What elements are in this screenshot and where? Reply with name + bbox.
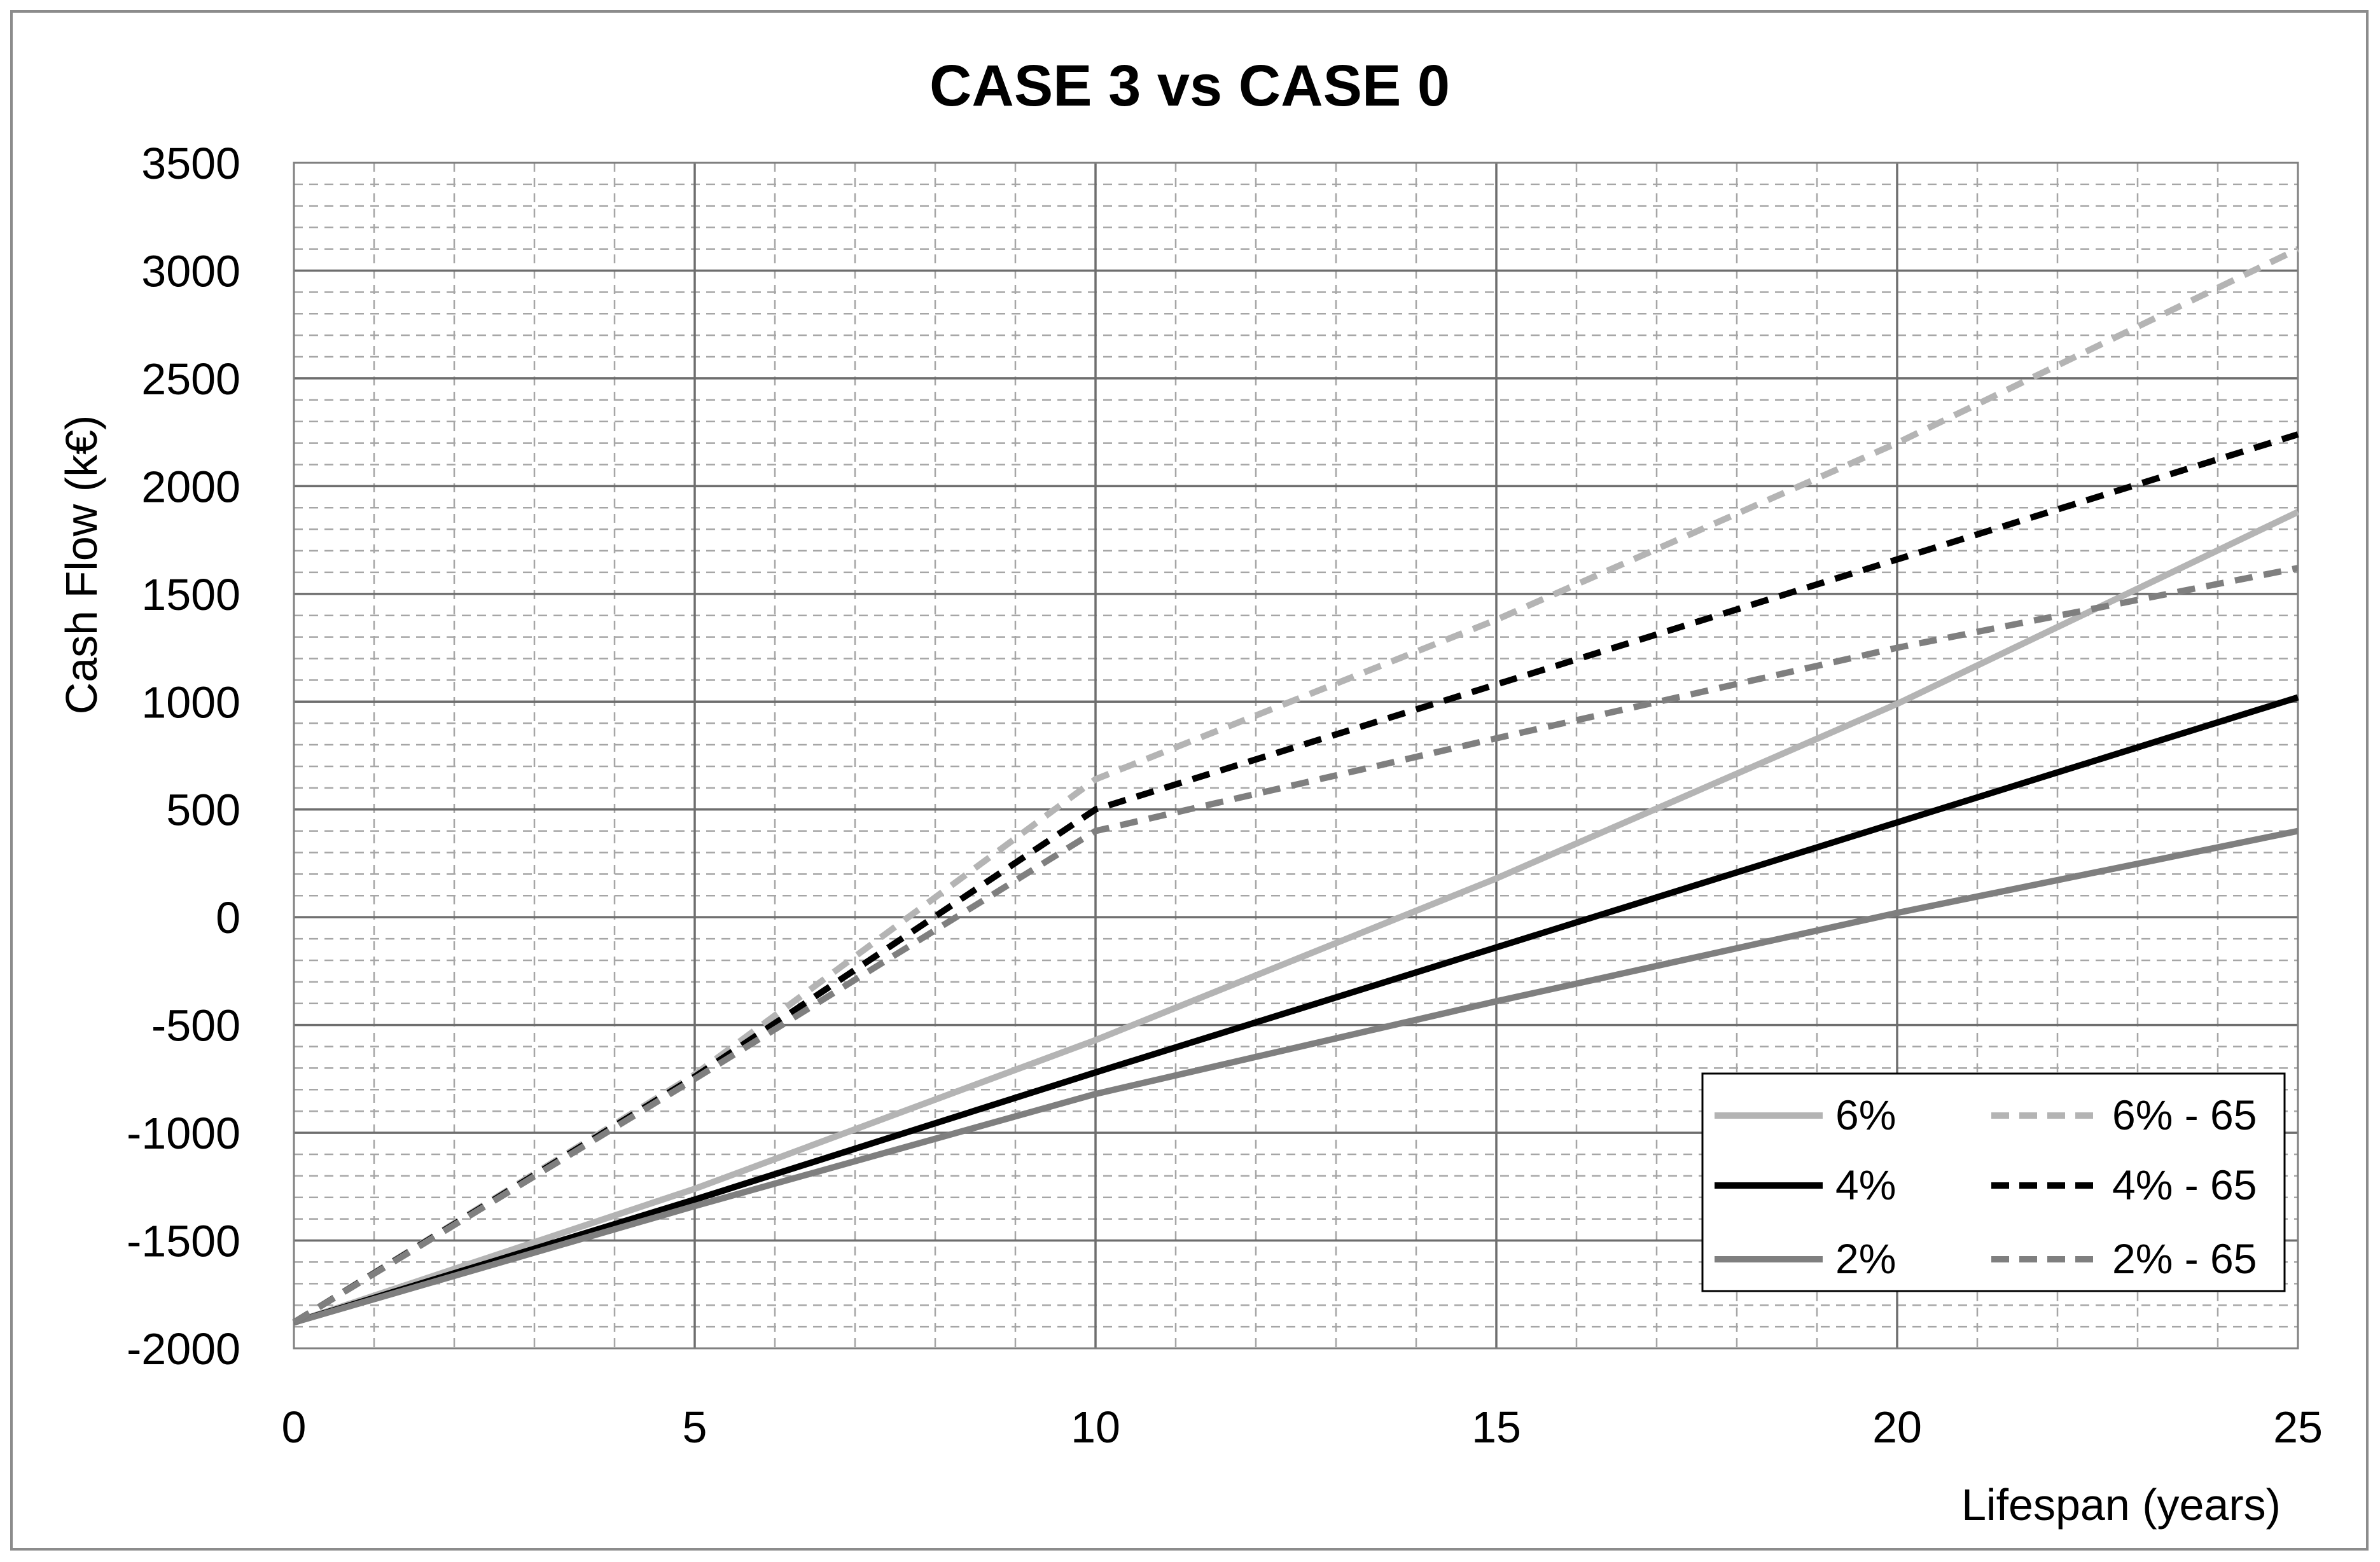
x-tick-label: 25 (2273, 1402, 2323, 1452)
legend-label-2: 4% (1835, 1161, 1896, 1208)
x-tick-label: 0 (282, 1402, 307, 1452)
series-line-3 (293, 827, 2299, 1326)
x-tick-label: 20 (1872, 1402, 1922, 1452)
x-tick-label: 5 (683, 1402, 707, 1452)
x-axis-ticks: 0 5 10 15 20 25 (282, 1402, 2323, 1452)
y-axis-label: Cash Flow (k€) (57, 415, 106, 715)
legend-label-6: 2% - 65 (2112, 1235, 2257, 1282)
series-line-2 (293, 694, 2299, 1326)
legend-label-3: 2% (1835, 1235, 1896, 1282)
y-tick-label: -2000 (127, 1324, 240, 1374)
chart-title: CASE 3 vs CASE 0 (929, 53, 1450, 118)
y-tick-label: -1500 (127, 1217, 240, 1266)
series-line-6 (292, 565, 2299, 1325)
plot-area (293, 162, 2299, 1350)
y-tick-label: 0 (216, 893, 240, 943)
y-tick-label: 500 (166, 785, 240, 835)
y-tick-label: 3000 (141, 246, 240, 296)
y-tick-label: 3500 (141, 139, 240, 188)
legend-label-4: 6% - 65 (2112, 1091, 2257, 1138)
legend-label-5: 4% - 65 (2112, 1161, 2257, 1208)
series-line-1 (293, 509, 2300, 1326)
y-tick-label: 2000 (141, 462, 240, 511)
y-axis-ticks: -2000 -1500 -1000 -500 0 500 1000 1500 2000 2500 3… (127, 139, 240, 1374)
x-tick-label: 10 (1071, 1402, 1120, 1452)
y-tick-label: 1500 (141, 570, 240, 619)
x-axis-label: Lifespan (years) (1961, 1480, 2281, 1530)
x-tick-label: 15 (1472, 1402, 1521, 1452)
series-lines (292, 246, 2300, 1326)
legend-label-1: 6% (1835, 1091, 1896, 1138)
y-tick-label: -1000 (127, 1109, 240, 1158)
y-tick-label: 2500 (141, 354, 240, 404)
y-tick-label: -500 (151, 1001, 240, 1051)
y-tick-label: 1000 (141, 677, 240, 727)
legend: 6% 4% 2% 6% - 65 4% - 65 2% - 65 (1701, 1072, 2286, 1292)
